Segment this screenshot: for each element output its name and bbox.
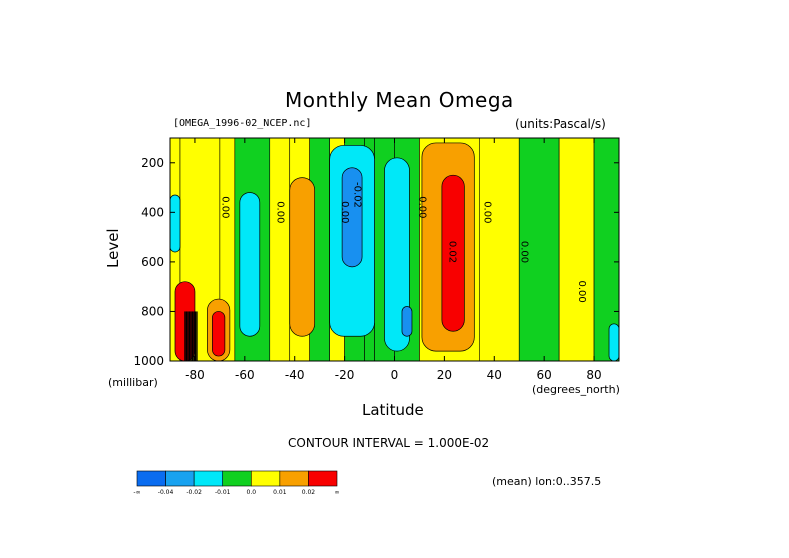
- contour-region-8: [207, 298, 231, 362]
- contour-region-1: [329, 145, 375, 337]
- band-12: [419, 137, 480, 362]
- band-0: [169, 137, 181, 362]
- band-9: [364, 137, 375, 362]
- band-7: [329, 137, 345, 362]
- x-tick-label-6: 40: [487, 368, 502, 382]
- units-label: (units:Pascal/s): [515, 117, 606, 131]
- y-axis-label: Level: [104, 228, 122, 268]
- band-15: [558, 137, 595, 362]
- band-10: [374, 137, 395, 362]
- contour-region-11: [169, 194, 181, 253]
- contour-label-1: 0.00: [274, 201, 285, 223]
- x-tick-label-5: 20: [437, 368, 452, 382]
- x-unit-label: (degrees_north): [532, 383, 620, 396]
- band-4: [269, 137, 291, 362]
- y-tick-label-2: 600: [141, 255, 164, 269]
- contour-region-6: [421, 142, 475, 352]
- colorbar-label-1: -0.04: [158, 489, 174, 496]
- colorbar-label-0: -∞: [133, 489, 140, 496]
- mean-text: (mean) lon:0..357.5: [492, 475, 602, 488]
- colorbar-swatch-2: [193, 470, 224, 487]
- contour-region-2: [341, 167, 363, 268]
- colorbar-swatch-1: [165, 470, 195, 487]
- plot-frame: [169, 137, 620, 362]
- band-13: [479, 137, 520, 362]
- x-tick-label-8: 80: [586, 368, 601, 382]
- band-3: [234, 137, 271, 362]
- colorbar-swatch-6: [308, 470, 338, 487]
- contour-region-7: [441, 174, 465, 332]
- chart-title: Monthly Mean Omega: [285, 88, 514, 112]
- contour-label-8: 0.00: [576, 280, 587, 302]
- x-axis-label: Latitude: [362, 401, 424, 419]
- x-tick-label-3: -20: [335, 368, 355, 382]
- x-tick-label-1: -60: [235, 368, 255, 382]
- contour-region-12: [608, 323, 620, 362]
- contour-region-4: [384, 157, 410, 352]
- contour-region-10: [174, 281, 196, 362]
- colorbar-swatch-0: [136, 470, 166, 487]
- colorbar-label-4: 0.0: [247, 489, 257, 496]
- contour-region-0: [289, 177, 316, 337]
- colorbar-swatch-4: [250, 470, 281, 487]
- contour-label-5: 0.02: [446, 241, 457, 263]
- colorbar-label-6: 0.02: [302, 489, 316, 496]
- contour-region-3: [239, 192, 261, 337]
- contour-region-9: [212, 311, 226, 357]
- contour-label-7: 0.00: [519, 241, 530, 263]
- x-tick-label-7: 60: [537, 368, 552, 382]
- colorbar-label-2: -0.02: [186, 489, 202, 496]
- contour-label-6: 0.00: [481, 201, 492, 223]
- x-tick-label-0: -80: [185, 368, 205, 382]
- y-unit-label: (millibar): [108, 376, 158, 389]
- colorbar: -∞ -0.04 -0.02 -0.01 0.0 0.01 0.02 ∞: [133, 470, 340, 496]
- colorbar-label-5: 0.01: [273, 489, 287, 496]
- y-tick-label-0: 200: [141, 156, 164, 170]
- band-6: [309, 137, 330, 362]
- contour-label-3: -0.02: [352, 182, 363, 208]
- plot-area: 0.00 0.00 0.00-0.02 0.000.020.000.000.00: [169, 137, 620, 362]
- colorbar-swatch-3: [222, 470, 252, 487]
- band-5: [289, 137, 310, 362]
- band-2: [219, 137, 236, 362]
- colorbar-swatch-5: [279, 470, 309, 487]
- contour-region-5: [401, 306, 413, 337]
- x-tick-label-4: 0: [391, 368, 399, 382]
- plot-background: [170, 138, 619, 361]
- band-1: [179, 137, 221, 362]
- y-tick-label-4: 1000: [133, 354, 164, 368]
- band-14: [518, 137, 560, 362]
- contour-label-4: 0.00: [416, 196, 427, 218]
- band-8: [344, 137, 365, 362]
- contour-interval-text: CONTOUR INTERVAL = 1.000E-02: [288, 436, 490, 450]
- file-label: [OMEGA_1996-02_NCEP.nc]: [173, 118, 312, 129]
- colorbar-label-3: -0.01: [215, 489, 231, 496]
- contour-label-0: 0.00: [219, 196, 230, 218]
- contour-label-2: 0.00: [339, 201, 350, 223]
- y-tick-label-3: 800: [141, 304, 164, 318]
- band-11: [394, 137, 420, 362]
- axes: -80 -60 -40 -20 0 20 40 60 80 200 400 600 800 1000: [133, 137, 620, 382]
- band-16: [593, 137, 620, 362]
- y-tick-label-1: 400: [141, 205, 164, 219]
- x-tick-label-2: -40: [285, 368, 305, 382]
- colorbar-label-7: ∞: [335, 489, 340, 496]
